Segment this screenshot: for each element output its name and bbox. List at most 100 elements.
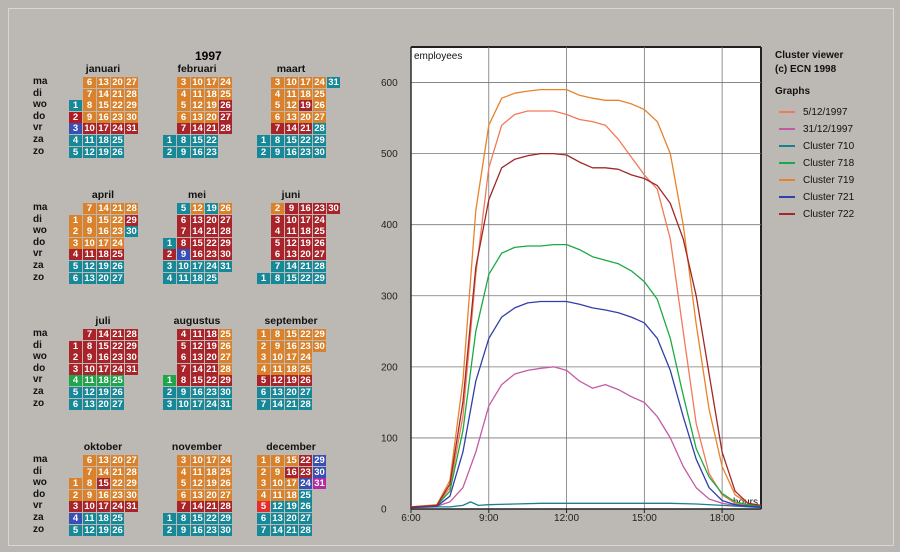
calendar-day[interactable]: 12 bbox=[191, 478, 204, 490]
calendar-day[interactable]: 18 bbox=[97, 513, 110, 524]
calendar-day[interactable]: 22 bbox=[111, 100, 124, 112]
calendar-day[interactable]: 3 bbox=[69, 123, 82, 135]
calendar-day[interactable]: 30 bbox=[313, 466, 326, 478]
calendar-day[interactable]: 8 bbox=[271, 135, 284, 146]
calendar-day[interactable]: 15 bbox=[285, 329, 298, 340]
calendar-day[interactable]: 27 bbox=[313, 111, 326, 123]
calendar-day[interactable]: 25 bbox=[219, 88, 232, 100]
calendar-day[interactable]: 15 bbox=[285, 135, 298, 146]
calendar-day[interactable]: 5 bbox=[69, 261, 82, 272]
calendar-day[interactable]: 25 bbox=[111, 513, 124, 524]
calendar-day[interactable]: 21 bbox=[111, 329, 124, 340]
calendar-day[interactable]: 12 bbox=[191, 100, 204, 112]
calendar-day[interactable]: 29 bbox=[219, 513, 232, 524]
calendar-day[interactable]: 5 bbox=[177, 100, 190, 112]
calendar-day[interactable]: 16 bbox=[97, 352, 110, 364]
calendar-day[interactable]: 11 bbox=[191, 88, 204, 100]
calendar-day[interactable]: 2 bbox=[271, 203, 284, 214]
calendar-day[interactable]: 20 bbox=[285, 513, 298, 524]
calendar-day[interactable]: 11 bbox=[83, 135, 96, 146]
calendar-day[interactable]: 12 bbox=[285, 237, 298, 249]
calendar-day[interactable]: 19 bbox=[97, 524, 110, 536]
calendar-day[interactable]: 20 bbox=[205, 214, 218, 226]
calendar-day[interactable]: 26 bbox=[299, 375, 312, 387]
calendar-day[interactable]: 24 bbox=[111, 363, 124, 375]
calendar-day[interactable]: 23 bbox=[111, 111, 124, 123]
calendar-day[interactable]: 21 bbox=[285, 524, 298, 536]
calendar-day[interactable]: 16 bbox=[97, 489, 110, 501]
calendar-day[interactable]: 1 bbox=[163, 135, 176, 146]
calendar-day[interactable]: 9 bbox=[83, 226, 96, 238]
calendar-day[interactable]: 18 bbox=[299, 226, 312, 238]
calendar-day[interactable]: 30 bbox=[313, 340, 326, 352]
calendar-day[interactable]: 28 bbox=[125, 329, 138, 340]
calendar-day[interactable]: 2 bbox=[69, 352, 82, 364]
calendar-day[interactable]: 15 bbox=[191, 135, 204, 146]
calendar-day[interactable]: 22 bbox=[299, 135, 312, 146]
calendar-day[interactable]: 9 bbox=[177, 387, 190, 398]
calendar-day[interactable]: 9 bbox=[83, 489, 96, 501]
calendar-day[interactable]: 31 bbox=[125, 123, 138, 135]
calendar-day[interactable]: 10 bbox=[83, 501, 96, 513]
calendar-day[interactable]: 29 bbox=[125, 214, 138, 226]
calendar-day[interactable]: 25 bbox=[313, 226, 326, 238]
calendar-day[interactable]: 30 bbox=[327, 203, 340, 214]
calendar-day[interactable]: 3 bbox=[271, 77, 284, 88]
calendar-day[interactable]: 24 bbox=[205, 398, 218, 410]
calendar-day[interactable]: 9 bbox=[177, 146, 190, 158]
calendar-day[interactable]: 20 bbox=[205, 111, 218, 123]
calendar-day[interactable]: 13 bbox=[97, 77, 110, 88]
calendar-day[interactable]: 26 bbox=[299, 501, 312, 513]
calendar-day[interactable]: 18 bbox=[285, 489, 298, 501]
calendar-day[interactable]: 17 bbox=[205, 455, 218, 466]
calendar-day[interactable]: 17 bbox=[191, 398, 204, 410]
calendar-day[interactable]: 15 bbox=[191, 513, 204, 524]
calendar-day[interactable]: 2 bbox=[163, 387, 176, 398]
calendar-day[interactable]: 4 bbox=[271, 88, 284, 100]
calendar-day[interactable]: 5 bbox=[271, 237, 284, 249]
calendar-day[interactable]: 6 bbox=[271, 111, 284, 123]
calendar-day[interactable]: 1 bbox=[69, 478, 82, 490]
calendar-day[interactable]: 11 bbox=[271, 489, 284, 501]
calendar-day[interactable]: 25 bbox=[111, 249, 124, 261]
calendar-day[interactable]: 30 bbox=[125, 352, 138, 364]
calendar-day[interactable]: 31 bbox=[125, 363, 138, 375]
calendar-day[interactable]: 16 bbox=[191, 249, 204, 261]
calendar-day[interactable]: 13 bbox=[83, 272, 96, 284]
calendar-day[interactable]: 28 bbox=[219, 123, 232, 135]
calendar-day[interactable]: 3 bbox=[163, 398, 176, 410]
calendar-day[interactable]: 17 bbox=[97, 363, 110, 375]
calendar-day[interactable]: 19 bbox=[205, 340, 218, 352]
calendar-day[interactable]: 2 bbox=[257, 146, 270, 158]
calendar-day[interactable]: 4 bbox=[257, 363, 270, 375]
calendar-day[interactable]: 12 bbox=[191, 203, 204, 214]
calendar-day[interactable]: 2 bbox=[69, 111, 82, 123]
calendar-day[interactable]: 11 bbox=[191, 466, 204, 478]
calendar-day[interactable]: 7 bbox=[177, 226, 190, 238]
calendar-day[interactable]: 23 bbox=[299, 466, 312, 478]
calendar-day[interactable]: 18 bbox=[191, 272, 204, 284]
calendar-day[interactable]: 6 bbox=[257, 387, 270, 398]
calendar-day[interactable]: 9 bbox=[271, 340, 284, 352]
calendar-day[interactable]: 15 bbox=[97, 214, 110, 226]
calendar-day[interactable]: 20 bbox=[97, 398, 110, 410]
calendar-day[interactable]: 6 bbox=[177, 489, 190, 501]
calendar-day[interactable]: 29 bbox=[125, 340, 138, 352]
calendar-day[interactable]: 7 bbox=[83, 203, 96, 214]
calendar-day[interactable]: 14 bbox=[191, 123, 204, 135]
calendar-day[interactable]: 19 bbox=[299, 237, 312, 249]
calendar-day[interactable]: 23 bbox=[299, 146, 312, 158]
calendar-day[interactable]: 27 bbox=[111, 398, 124, 410]
calendar-day[interactable]: 22 bbox=[111, 478, 124, 490]
calendar-day[interactable]: 14 bbox=[97, 466, 110, 478]
calendar-day[interactable]: 11 bbox=[285, 88, 298, 100]
calendar-day[interactable]: 18 bbox=[285, 363, 298, 375]
calendar-day[interactable]: 21 bbox=[205, 501, 218, 513]
calendar-day[interactable]: 29 bbox=[313, 135, 326, 146]
calendar-day[interactable]: 1 bbox=[163, 513, 176, 524]
calendar-day[interactable]: 21 bbox=[205, 123, 218, 135]
calendar-day[interactable]: 5 bbox=[271, 100, 284, 112]
calendar-day[interactable]: 4 bbox=[271, 226, 284, 238]
calendar-day[interactable]: 18 bbox=[299, 88, 312, 100]
calendar-day[interactable]: 17 bbox=[97, 237, 110, 249]
